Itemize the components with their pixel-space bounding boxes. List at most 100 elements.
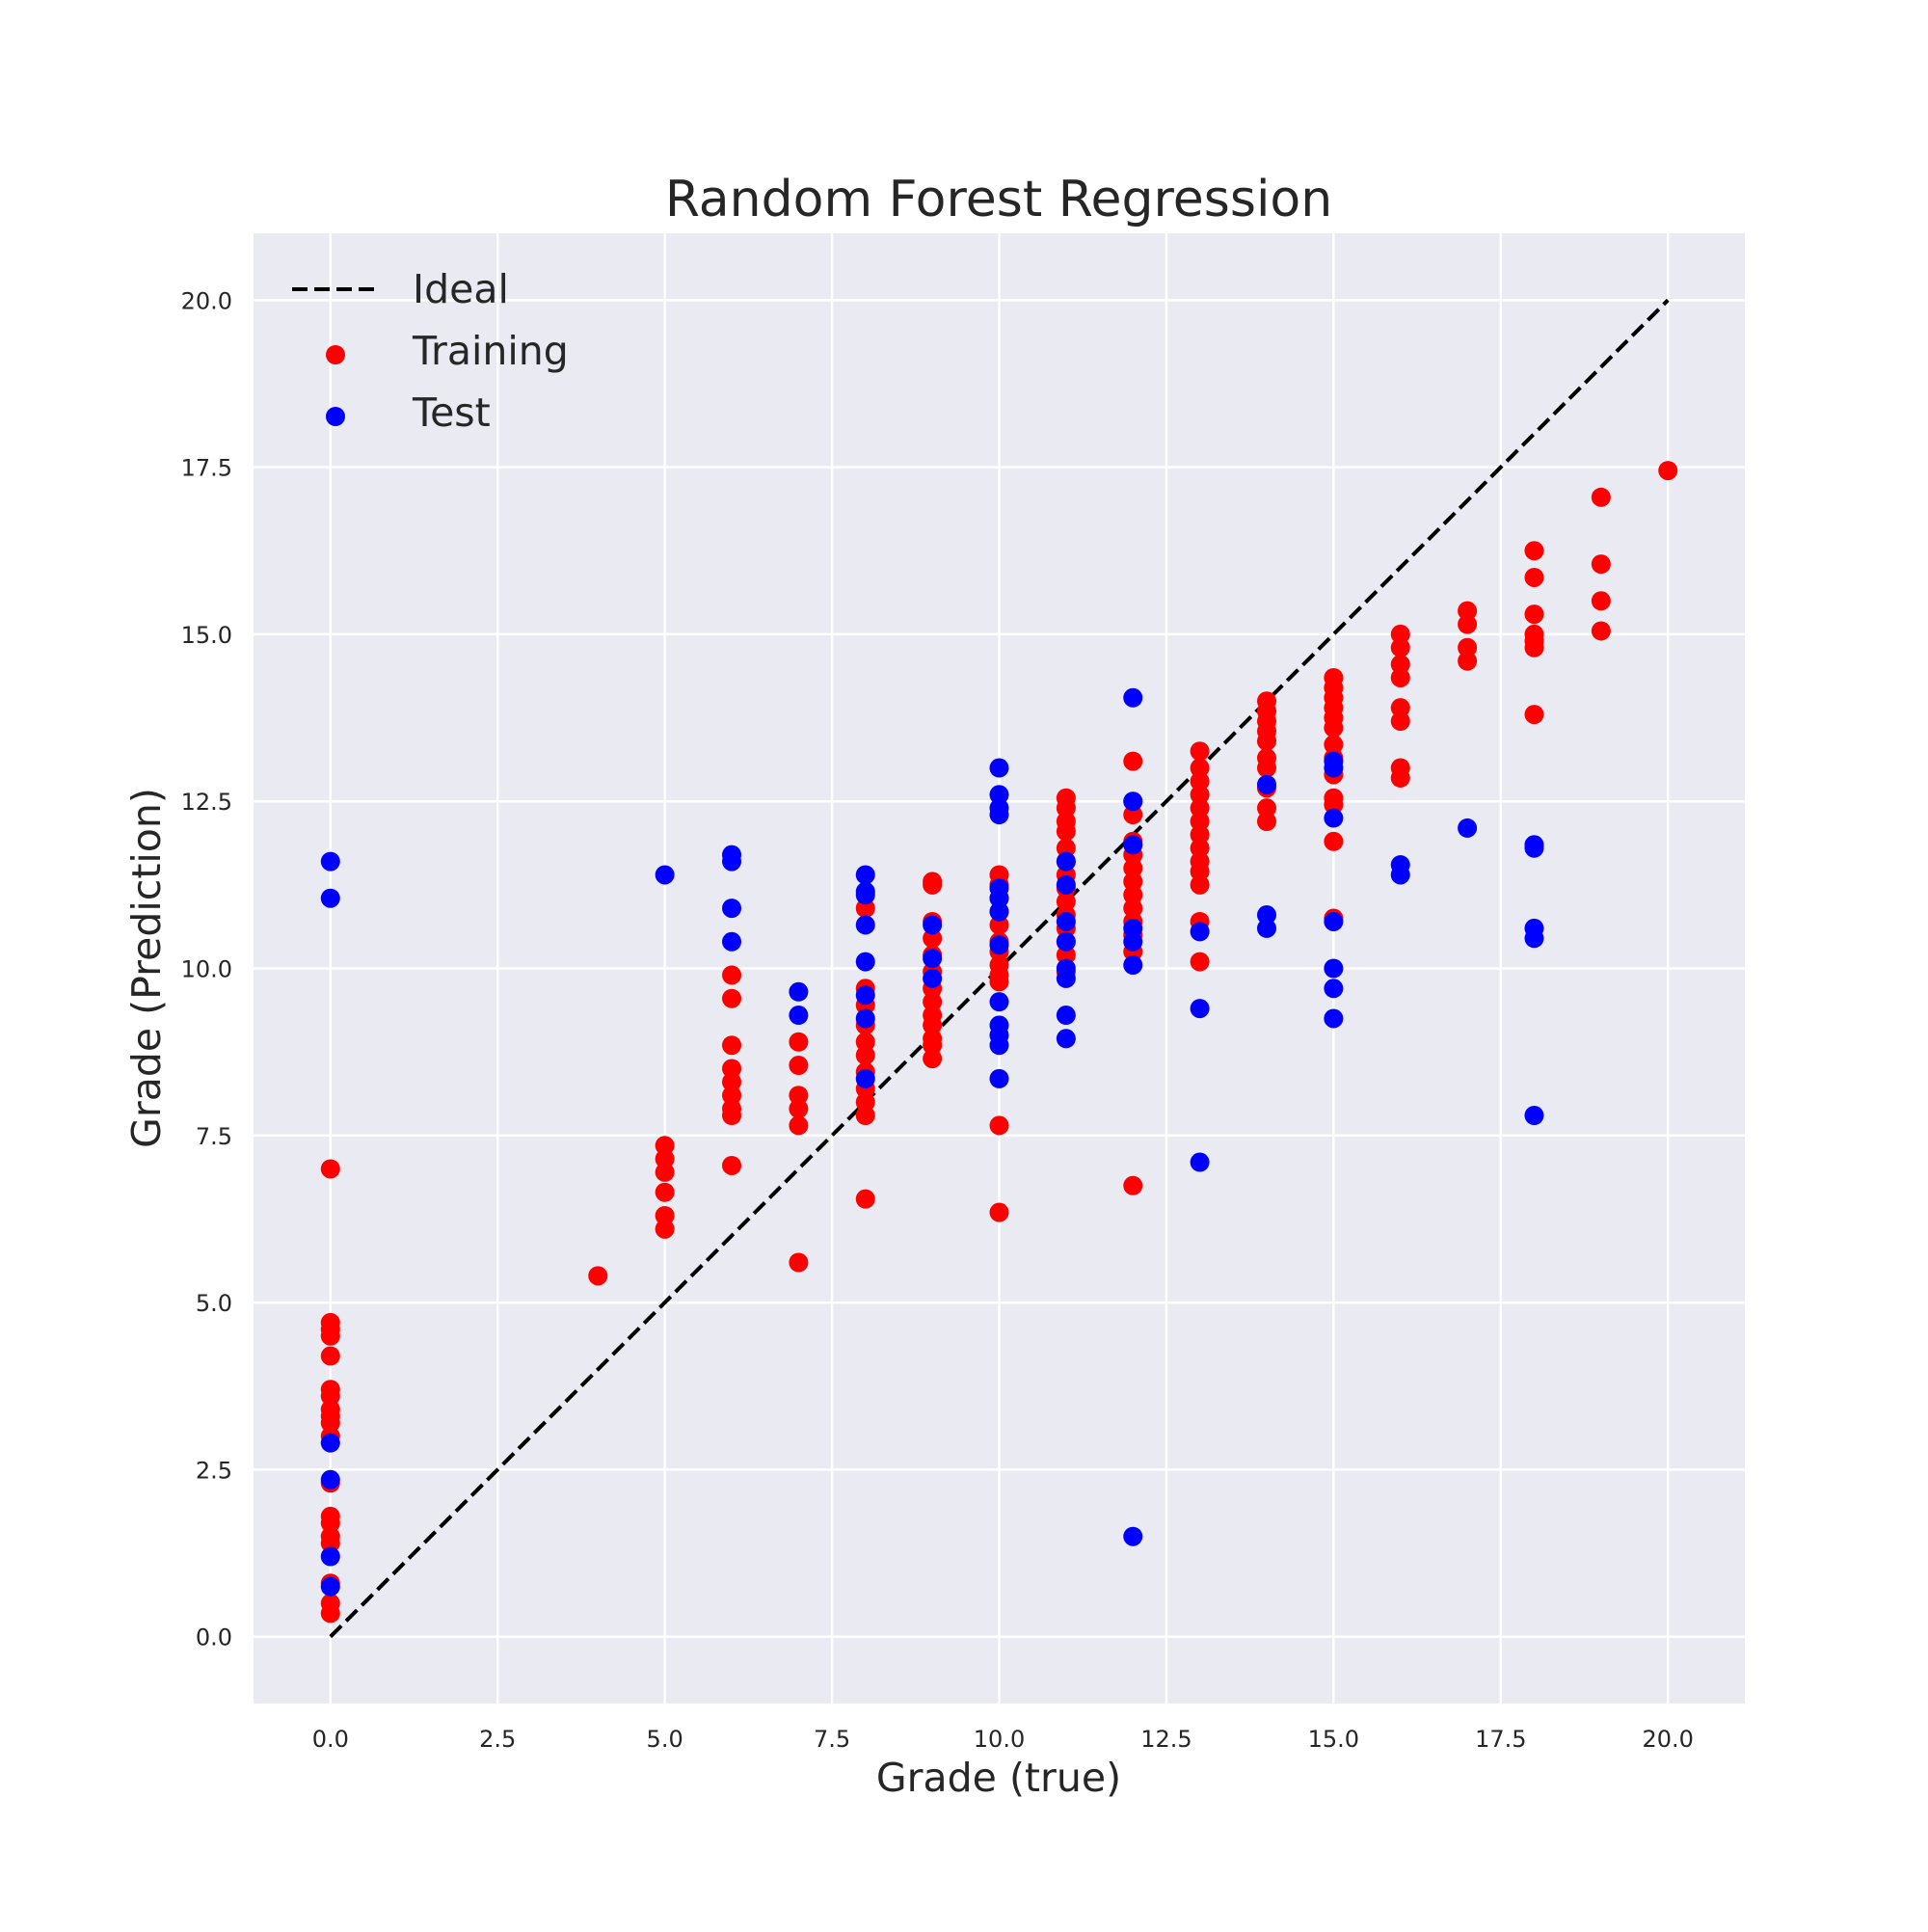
training-point xyxy=(855,1189,875,1209)
test-point xyxy=(989,901,1009,922)
training-point xyxy=(1056,892,1076,912)
y-tick-label: 20.0 xyxy=(181,287,232,314)
test-point xyxy=(1524,838,1544,858)
test-point xyxy=(855,885,875,905)
x-tick-label: 0.0 xyxy=(312,1726,349,1753)
training-point xyxy=(655,1219,675,1239)
training-point xyxy=(1390,711,1410,732)
training-point xyxy=(655,1182,675,1202)
training-point xyxy=(923,1015,943,1035)
training-point xyxy=(1524,541,1544,561)
training-point xyxy=(1524,604,1544,625)
training-point xyxy=(1390,667,1410,687)
test-point xyxy=(1123,955,1143,976)
test-point xyxy=(789,981,809,1002)
training-point xyxy=(1256,798,1276,818)
legend-test-label: Test xyxy=(412,389,491,436)
test-point xyxy=(989,758,1009,778)
test-point xyxy=(989,935,1009,955)
chart-title: Random Forest Regression xyxy=(665,171,1332,228)
training-point xyxy=(1591,621,1611,641)
test-point xyxy=(1390,865,1410,885)
legend: Ideal Training Test xyxy=(292,266,569,436)
training-point xyxy=(789,1032,809,1052)
test-point xyxy=(1123,835,1143,855)
y-axis-title: Grade (Prediction) xyxy=(123,788,170,1148)
training-point xyxy=(1256,758,1276,778)
training-point xyxy=(923,928,943,949)
training-point xyxy=(1190,861,1210,881)
x-tick-label: 10.0 xyxy=(974,1726,1025,1753)
training-point xyxy=(1458,614,1478,634)
training-point xyxy=(1390,767,1410,788)
training-point xyxy=(1324,735,1344,755)
test-point xyxy=(1056,931,1076,952)
test-point xyxy=(722,931,742,952)
training-point xyxy=(1324,717,1344,738)
training-point xyxy=(989,915,1009,935)
test-point xyxy=(1056,851,1076,872)
training-point xyxy=(1524,567,1544,587)
test-point xyxy=(1056,968,1076,988)
training-point xyxy=(989,1202,1009,1222)
training-point xyxy=(320,1326,340,1346)
y-tick-label: 7.5 xyxy=(196,1123,232,1150)
training-point xyxy=(1190,798,1210,818)
training-point xyxy=(1190,812,1210,831)
test-point xyxy=(1190,1152,1210,1172)
test-point xyxy=(1123,792,1143,812)
training-point xyxy=(1324,831,1344,851)
y-tick-label: 17.5 xyxy=(181,455,232,482)
training-point xyxy=(722,1072,742,1092)
test-point xyxy=(1324,979,1344,999)
test-point xyxy=(320,888,340,908)
training-point xyxy=(1190,874,1210,895)
x-tick-labels: 0.0 2.5 5.0 7.5 10.0 12.5 15.0 17.5 20.0 xyxy=(312,1726,1694,1753)
test-point xyxy=(989,1035,1009,1056)
y-tick-label: 10.0 xyxy=(181,956,232,983)
training-point xyxy=(989,972,1009,992)
training-point xyxy=(789,1099,809,1119)
training-point xyxy=(655,1149,675,1169)
test-point xyxy=(989,805,1009,825)
training-point xyxy=(1256,812,1276,831)
training-point xyxy=(855,899,875,919)
training-point xyxy=(1390,655,1410,675)
test-point xyxy=(1324,758,1344,778)
test-point xyxy=(789,1006,809,1026)
training-point xyxy=(722,1059,742,1079)
training-point xyxy=(1123,751,1143,771)
training-point xyxy=(1591,554,1611,575)
training-point xyxy=(1458,637,1478,657)
training-point xyxy=(1190,771,1210,792)
x-axis-title: Grade (true) xyxy=(876,1755,1121,1801)
training-point xyxy=(320,1513,340,1533)
test-point xyxy=(1190,999,1210,1019)
test-point xyxy=(1524,1106,1544,1125)
test-point xyxy=(1524,928,1544,949)
training-point xyxy=(923,1035,943,1056)
training-point xyxy=(722,1035,742,1056)
training-point xyxy=(320,1346,340,1366)
y-tick-label: 2.5 xyxy=(196,1457,232,1484)
test-point xyxy=(989,888,1009,908)
test-point xyxy=(320,851,340,872)
test-point xyxy=(1056,874,1076,895)
test-point xyxy=(855,915,875,935)
test-point xyxy=(722,899,742,919)
x-tick-label: 12.5 xyxy=(1140,1726,1192,1753)
training-point xyxy=(1190,785,1210,805)
training-point xyxy=(722,1155,742,1175)
test-point xyxy=(855,985,875,1006)
training-point xyxy=(789,1252,809,1273)
training-point xyxy=(1056,821,1076,842)
training-point xyxy=(1056,838,1076,858)
training-point xyxy=(1123,872,1143,892)
training-point xyxy=(923,1049,943,1069)
training-point xyxy=(722,1086,742,1106)
y-tick-label: 5.0 xyxy=(196,1290,232,1317)
training-point xyxy=(1123,1175,1143,1195)
test-point xyxy=(1123,931,1143,952)
